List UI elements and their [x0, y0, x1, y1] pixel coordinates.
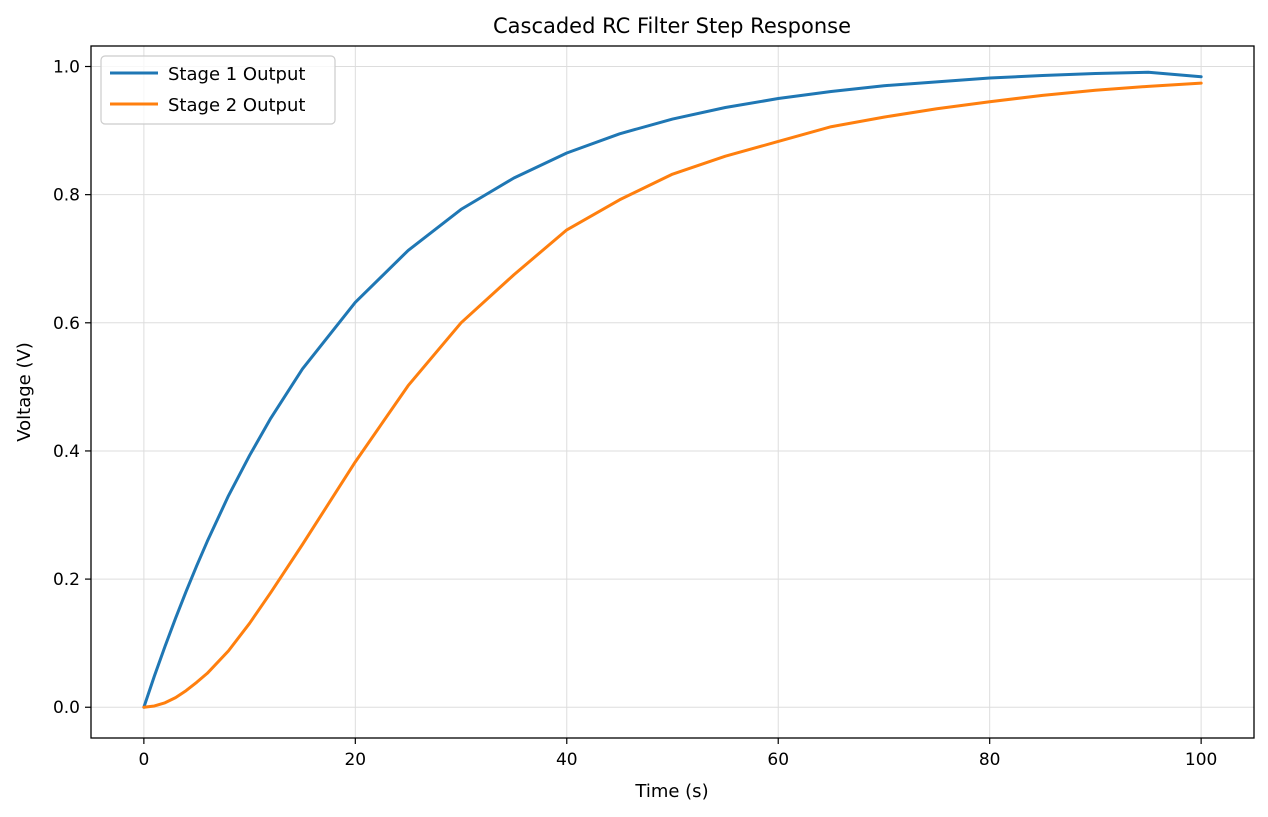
series-line-stage-2 [142, 81, 1203, 709]
legend-box [100, 55, 336, 125]
y-tick-label: 0.8 [53, 186, 80, 206]
y-tick-label: 1.0 [53, 58, 80, 78]
x-tick-label: 100 [1185, 750, 1217, 770]
x-tick-label: 40 [556, 750, 578, 770]
chart-title: Cascaded RC Filter Step Response [493, 14, 851, 38]
series-line-stage-1 [142, 70, 1203, 709]
legend-label-stage-2: Stage 2 Output [168, 95, 305, 116]
legend-label-stage-1: Stage 1 Output [168, 64, 305, 85]
x-tick-label: 20 [344, 750, 366, 770]
grid [91, 46, 1254, 738]
y-axis: 0.0 0.2 0.4 0.6 0.8 1.0 [53, 58, 91, 718]
x-axis-label: Time (s) [634, 781, 708, 802]
x-tick-label: 80 [979, 750, 1001, 770]
x-tick-label: 0 [138, 750, 149, 770]
y-tick-label: 0.0 [53, 698, 80, 718]
y-tick-label: 0.4 [53, 442, 80, 462]
y-tick-label: 0.2 [53, 570, 80, 590]
legend: Stage 1 Output Stage 2 Output [100, 55, 336, 125]
series-layer [142, 70, 1203, 709]
y-tick-label: 0.6 [53, 314, 80, 334]
x-tick-label: 60 [767, 750, 789, 770]
y-axis-label: Voltage (V) [14, 342, 35, 442]
x-axis: 0 20 40 60 80 100 [138, 738, 1217, 770]
plot-frame [90, 45, 1255, 739]
